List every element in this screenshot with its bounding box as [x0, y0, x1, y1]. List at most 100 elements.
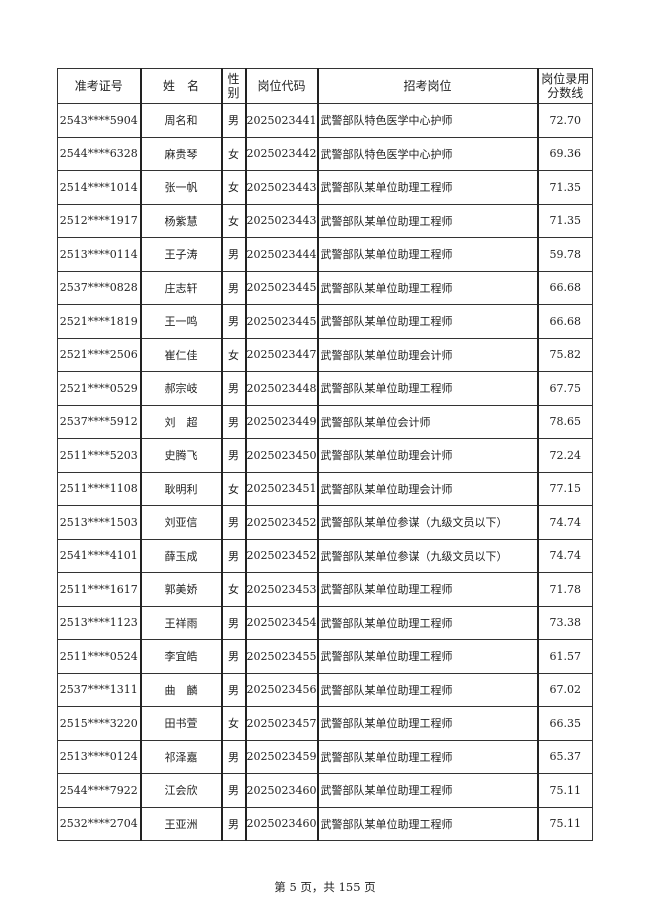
cell-position: 武警部队某单位助理工程师: [316, 706, 538, 741]
table-row: 2541****4101 薛玉成男 2025023452 武警部队某单位参谋（九级文员…: [57, 538, 593, 573]
cell-exam-id: 2537****0828: [57, 270, 141, 305]
cell-position-code: 2025023459: [244, 739, 318, 774]
cell-position-code: 2025023448: [244, 371, 318, 406]
cell-exam-id: 2511****1617: [57, 572, 141, 607]
cell-position-code: 2025023443: [244, 170, 318, 205]
cell-score-line: 72.70: [536, 103, 593, 138]
cell-name: 史腾飞: [139, 438, 222, 473]
cell-gender: 男: [220, 605, 246, 640]
cell-name: 刘亚信: [139, 505, 222, 540]
cell-gender: 男: [220, 438, 246, 473]
cell-exam-id: 2537****1311: [57, 672, 141, 707]
cell-score-line: 71.35: [536, 170, 593, 205]
cell-exam-id: 2543****5904: [57, 103, 141, 138]
cell-gender: 女: [220, 572, 246, 607]
cell-position: 武警部队某单位助理工程师: [316, 304, 538, 339]
cell-gender: 女: [220, 170, 246, 205]
cell-position-code: 2025023441: [244, 103, 318, 138]
cell-score-line: 66.68: [536, 270, 593, 305]
cell-position: 武警部队某单位助理工程师: [316, 672, 538, 707]
cell-position: 武警部队特色医学中心护师: [316, 136, 538, 171]
cell-position: 武警部队某单位助理工程师: [316, 639, 538, 674]
cell-name: 刘 超: [139, 404, 222, 439]
header-gender-label: 性别: [227, 72, 240, 100]
cell-position: 武警部队某单位助理工程师: [316, 572, 538, 607]
table-row: 2511****5203 史腾飞男 2025023450 武警部队某单位助理会计师 72…: [57, 438, 593, 473]
header-gender: 性别: [220, 68, 246, 104]
cell-name: 王祥雨: [139, 605, 222, 640]
cell-exam-id: 2511****5203: [57, 438, 141, 473]
cell-position-code: 2025023453: [244, 572, 318, 607]
cell-exam-id: 2514****1014: [57, 170, 141, 205]
cell-position-code: 2025023442: [244, 136, 318, 171]
cell-gender: 男: [220, 538, 246, 573]
cell-score-line: 71.78: [536, 572, 593, 607]
cell-exam-id: 2511****1108: [57, 471, 141, 506]
cell-position-code: 2025023445: [244, 304, 318, 339]
table-row: 2537****0828 庄志轩男 2025023445 武警部队某单位助理工程师 66…: [57, 270, 593, 305]
cell-gender: 女: [220, 203, 246, 238]
cell-name: 李宜皓: [139, 639, 222, 674]
table-row: 2513****0124 祁泽嘉男 2025023459 武警部队某单位助理工程师 65…: [57, 739, 593, 774]
table-row: 2513****1123 王祥雨男 2025023454 武警部队某单位助理工程师 73…: [57, 605, 593, 640]
cell-position-code: 2025023451: [244, 471, 318, 506]
cell-exam-id: 2513****1123: [57, 605, 141, 640]
cell-position-code: 2025023460: [244, 806, 318, 841]
cell-score-line: 65.37: [536, 739, 593, 774]
header-score-line: 岗位录用分数线: [536, 68, 593, 104]
cell-position-code: 2025023455: [244, 639, 318, 674]
cell-gender: 男: [220, 773, 246, 808]
cell-name: 祁泽嘉: [139, 739, 222, 774]
cell-position: 武警部队某单位助理工程师: [316, 773, 538, 808]
cell-gender: 男: [220, 304, 246, 339]
table-row: 2511****1108 耿明利女 2025023451 武警部队某单位助理会计师 77…: [57, 471, 593, 506]
cell-name: 杨紫慧: [139, 203, 222, 238]
cell-gender: 女: [220, 337, 246, 372]
cell-position-code: 2025023445: [244, 270, 318, 305]
cell-name: 王一鸣: [139, 304, 222, 339]
cell-position: 武警部队某单位助理工程师: [316, 203, 538, 238]
cell-score-line: 69.36: [536, 136, 593, 171]
cell-position: 武警部队某单位参谋（九级文员以下）: [316, 538, 538, 573]
cell-position: 武警部队某单位参谋（九级文员以下）: [316, 505, 538, 540]
cell-score-line: 73.38: [536, 605, 593, 640]
cell-position: 武警部队某单位助理会计师: [316, 471, 538, 506]
cell-exam-id: 2512****1917: [57, 203, 141, 238]
cell-position-code: 2025023452: [244, 538, 318, 573]
cell-name: 王亚洲: [139, 806, 222, 841]
cell-exam-id: 2513****1503: [57, 505, 141, 540]
table-row: 2512****1917 杨紫慧女 2025023443 武警部队某单位助理工程师 71…: [57, 203, 593, 238]
cell-name: 麻贵琴: [139, 136, 222, 171]
cell-gender: 男: [220, 672, 246, 707]
header-name: 姓 名: [139, 68, 222, 104]
cell-position-code: 2025023452: [244, 505, 318, 540]
table-row: 2544****7922 江会欣男 2025023460 武警部队某单位助理工程师 75…: [57, 773, 593, 808]
cell-position-code: 2025023457: [244, 706, 318, 741]
cell-gender: 男: [220, 371, 246, 406]
cell-score-line: 75.82: [536, 337, 593, 372]
page-footer: 第 5 页，共 155 页: [274, 880, 376, 894]
cell-exam-id: 2544****6328: [57, 136, 141, 171]
cell-exam-id: 2511****0524: [57, 639, 141, 674]
cell-position: 武警部队某单位会计师: [316, 404, 538, 439]
cell-position-code: 2025023449: [244, 404, 318, 439]
cell-gender: 男: [220, 103, 246, 138]
cell-exam-id: 2544****7922: [57, 773, 141, 808]
cell-exam-id: 2515****3220: [57, 706, 141, 741]
cell-position-code: 2025023450: [244, 438, 318, 473]
table-row: 2511****0524 李宜皓男 2025023455 武警部队某单位助理工程师 61…: [57, 639, 593, 674]
cell-score-line: 66.68: [536, 304, 593, 339]
cell-score-line: 74.74: [536, 538, 593, 573]
cell-name: 崔仁佳: [139, 337, 222, 372]
cell-exam-id: 2521****1819: [57, 304, 141, 339]
header-exam-id: 准考证号: [57, 68, 141, 104]
cell-position: 武警部队某单位助理工程师: [316, 237, 538, 272]
cell-gender: 男: [220, 505, 246, 540]
table-row: 2511****1617 郭美娇女 2025023453 武警部队某单位助理工程师 71…: [57, 572, 593, 607]
cell-score-line: 72.24: [536, 438, 593, 473]
cell-name: 王子涛: [139, 237, 222, 272]
cell-name: 张一帆: [139, 170, 222, 205]
cell-name: 江会欣: [139, 773, 222, 808]
table-row: 2514****1014 张一帆女 2025023443 武警部队某单位助理工程师 71…: [57, 170, 593, 205]
cell-name: 郝宗岐: [139, 371, 222, 406]
